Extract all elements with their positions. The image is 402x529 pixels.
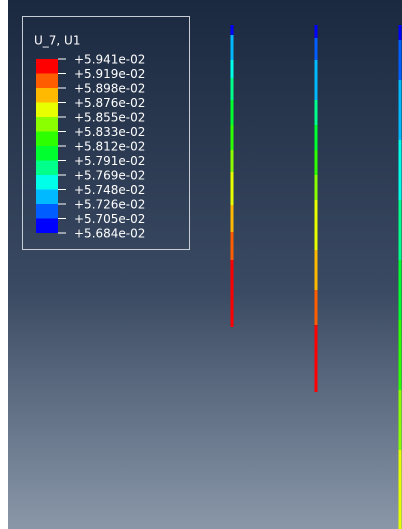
legend-swatch [36,219,58,234]
legend-swatch [36,204,58,219]
legend-label: +5.791e-02 [74,154,145,168]
legend-swatch [36,190,58,205]
legend-swatch [36,132,58,147]
viewport: U_7, U1 +5.941e-02+5.919e-02+5.898e-02+5… [0,0,402,529]
legend-swatch [36,146,58,161]
legend-label: +5.919e-02 [74,67,145,81]
page: U_7, U1 +5.941e-02+5.919e-02+5.898e-02+5… [0,0,402,529]
legend-swatch [36,103,58,118]
legend-label: +5.748e-02 [74,183,145,197]
legend-swatch [36,161,58,176]
legend-label: +5.705e-02 [74,212,145,226]
viewport-background [8,0,402,529]
legend-title: U_7, U1 [34,34,80,48]
legend-label: +5.726e-02 [74,198,145,212]
legend-swatch [36,88,58,103]
legend-label: +5.769e-02 [74,169,145,183]
legend-label: +5.833e-02 [74,125,145,139]
legend-label: +5.941e-02 [74,53,145,67]
legend-swatch [36,74,58,89]
legend-label: +5.812e-02 [74,140,145,154]
legend-label: +5.855e-02 [74,111,145,125]
legend-swatch [36,117,58,132]
legend-label: +5.684e-02 [74,227,145,241]
legend-label: +5.876e-02 [74,96,145,110]
legend-swatch [36,175,58,190]
legend-swatch [36,59,58,74]
legend-label: +5.898e-02 [74,82,145,96]
